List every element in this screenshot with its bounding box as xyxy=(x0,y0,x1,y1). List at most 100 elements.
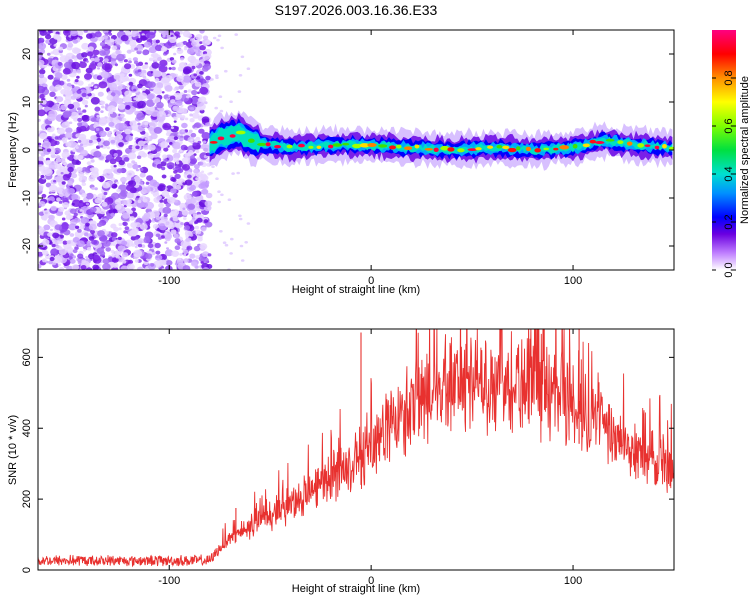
spectrogram-peak-blob xyxy=(378,144,388,148)
spectrogram-peak-blob xyxy=(507,147,517,153)
spectrogram-noise-speckle xyxy=(73,155,80,160)
spectrogram-noise-speckle xyxy=(133,88,137,92)
spectrogram-noise-speckle xyxy=(57,61,63,66)
spectrogram-noise-speckle xyxy=(110,92,116,97)
spectrogram-noise-speckle xyxy=(130,236,137,241)
spectrogram-noise-speckle xyxy=(77,117,83,122)
spectrogram-noise-speckle xyxy=(199,86,209,95)
spectrogram-noise-speckle xyxy=(172,167,176,171)
spectrogram-noise-speckle xyxy=(76,240,85,247)
spectrogram-noise-speckle xyxy=(165,132,171,137)
spectrogram-noise-speckle xyxy=(38,142,42,146)
spectrogram-noise-speckle xyxy=(116,53,125,62)
spectrogram-noise-speckle xyxy=(142,69,147,74)
spectrogram-signal-band xyxy=(209,123,673,155)
spectrogram-noise-speckle xyxy=(77,107,81,111)
spectrogram-noise-speckle xyxy=(183,253,187,257)
spectrogram-noise-speckle xyxy=(151,210,160,218)
spectrogram-noise-speckle xyxy=(129,216,135,221)
spectrogram-noise-speckle xyxy=(116,168,123,174)
spectrogram-noise-speckle xyxy=(170,176,176,182)
spectrogram-noise-speckle xyxy=(195,177,199,181)
spectrogram-noise-speckle xyxy=(76,257,81,262)
spectrogram-noise-speckle xyxy=(111,237,117,241)
spectrogram-peak-blob xyxy=(298,143,305,148)
spectrogram-noise-speckle xyxy=(79,209,83,212)
spectrogram-noise-speckle xyxy=(110,223,117,229)
spectrogram-noise-speckle xyxy=(146,175,154,182)
spectrogram-noise-speckle xyxy=(118,122,128,131)
spectrogram-noise-speckle xyxy=(162,122,172,131)
spectrogram-noise-speckle xyxy=(59,267,65,270)
spectrogram-noise-speckle xyxy=(186,237,192,242)
spectrogram-noise-speckle xyxy=(160,235,165,239)
spectrogram-noise-speckle xyxy=(80,216,90,224)
spectrogram-peak-blob xyxy=(582,143,590,148)
spectrogram-peak-blob xyxy=(626,141,633,146)
spectrogram-noise-speckle xyxy=(46,148,52,153)
spectrogram-noise-speckle xyxy=(55,96,64,103)
spectrogram-noise-speckle xyxy=(161,72,167,77)
spectrogram-noise-speckle xyxy=(218,95,223,98)
spectrogram-noise-speckle xyxy=(190,132,197,138)
spectrogram-noise-speckle xyxy=(115,204,122,210)
spectrogram-noise-speckle xyxy=(246,67,251,70)
spectrogram-noise-speckle xyxy=(174,238,181,244)
spectrogram-noise-speckle xyxy=(118,222,123,227)
snr-series-line xyxy=(38,329,674,568)
spectrogram-noise-speckle xyxy=(202,140,207,144)
spectrogram-noise-speckle xyxy=(62,202,70,208)
spectrogram-noise-speckle xyxy=(211,165,215,169)
spectrogram-xtick-label: 0 xyxy=(368,275,374,287)
spectrogram-noise-speckle xyxy=(153,126,163,134)
spectrogram-noise-speckle xyxy=(54,136,59,140)
spectrogram-peak-blob xyxy=(367,143,377,147)
spectrogram-peak-blob xyxy=(605,138,615,142)
spectrogram-peak-blob xyxy=(534,148,541,153)
snr-xtick-label: 100 xyxy=(564,575,582,587)
spectrogram-noise-speckle xyxy=(78,133,87,140)
spectrogram-noise-speckle xyxy=(152,163,157,167)
spectrogram-noise-speckle xyxy=(182,265,191,270)
spectrogram-noise-speckle xyxy=(117,257,124,263)
spectrogram-noise-speckle xyxy=(237,90,242,93)
spectrogram-noise-speckle xyxy=(71,264,80,270)
spectrogram-noise-speckle xyxy=(157,56,162,62)
spectrogram-noise-speckle xyxy=(47,232,53,237)
spectrogram-noise-speckle xyxy=(124,90,132,97)
spectrogram-peak-blob xyxy=(543,147,550,151)
spectrogram-noise-speckle xyxy=(177,146,180,149)
spectrogram-noise-speckle xyxy=(53,43,58,47)
spectrogram-noise-speckle xyxy=(120,73,125,77)
spectrogram-noise-speckle xyxy=(77,155,84,160)
spectrogram-noise-speckle xyxy=(171,59,177,64)
spectrogram-noise-speckle xyxy=(99,130,107,138)
spectrogram-noise-speckle xyxy=(117,245,126,252)
spectrogram-noise-speckle xyxy=(138,196,144,201)
spectrogram-noise-speckle xyxy=(45,34,52,40)
spectrogram-noise-speckle xyxy=(111,257,119,263)
spectrogram-noise-speckle xyxy=(65,132,73,139)
spectrogram-noise-speckle xyxy=(246,222,251,225)
spectrogram-noise-speckle xyxy=(53,179,57,183)
spectrogram-noise-speckle xyxy=(129,40,137,47)
spectrogram-noise-speckle xyxy=(201,170,205,174)
spectrogram-noise-speckle xyxy=(115,130,122,136)
spectrogram-noise-speckle xyxy=(229,252,233,255)
spectrogram-noise-speckle xyxy=(134,222,141,228)
spectrogram-noise-speckle xyxy=(137,125,144,131)
spectrogram-peak-blob xyxy=(389,145,396,150)
spectrogram-noise-speckle xyxy=(99,178,104,183)
spectrogram-noise-speckle xyxy=(182,182,186,185)
spectrogram-noise-speckle xyxy=(155,152,161,157)
spectrogram-noise-speckle xyxy=(90,135,97,141)
spectrogram-noise-speckle xyxy=(134,47,139,51)
spectrogram-peak-blob xyxy=(209,141,218,144)
colorbar-tick-label: 0.8 xyxy=(723,70,735,85)
spectrogram-noise-speckle xyxy=(197,237,203,242)
spectrogram-noise-speckle xyxy=(128,57,132,61)
spectrogram-noise-speckle xyxy=(83,58,87,62)
spectrogram-noise-speckle xyxy=(165,85,173,91)
spectrogram-noise-speckle xyxy=(65,142,72,147)
